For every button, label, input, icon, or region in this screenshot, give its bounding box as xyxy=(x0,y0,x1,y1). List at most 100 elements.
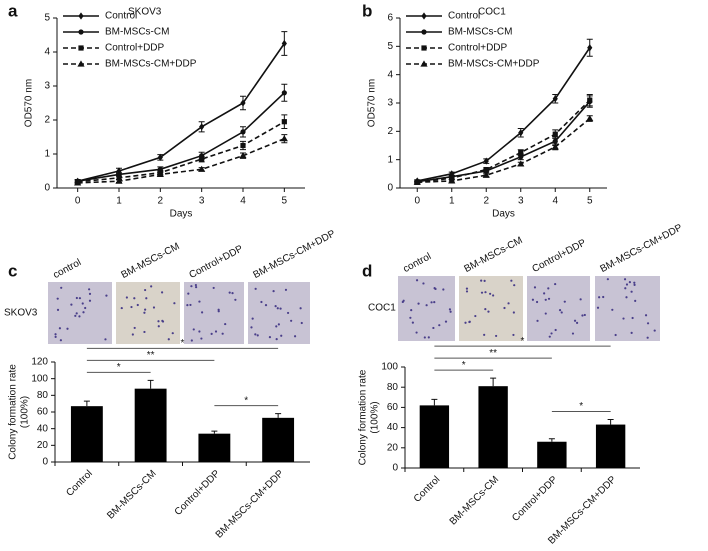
marker xyxy=(156,170,164,177)
image-label: BM-MSCs-CM+DDP xyxy=(598,222,684,275)
cell xyxy=(430,301,433,304)
cell xyxy=(596,306,600,309)
error-bar xyxy=(275,413,282,418)
cell xyxy=(468,320,471,323)
cell xyxy=(489,292,492,295)
cell xyxy=(145,297,148,300)
cell xyxy=(625,283,629,286)
cell xyxy=(630,290,633,293)
marker xyxy=(78,45,84,51)
photo xyxy=(248,282,310,344)
cell xyxy=(631,316,634,320)
marker xyxy=(281,90,287,96)
error-bar xyxy=(431,398,438,406)
y-axis-label: Colony formation rate xyxy=(8,364,19,460)
x-tick-label: 0 xyxy=(75,196,81,207)
y-tick-label: 5 xyxy=(387,41,393,52)
x-tick-label: 2 xyxy=(158,196,164,207)
cell xyxy=(104,338,107,341)
cell xyxy=(548,335,551,338)
cell xyxy=(74,314,77,317)
y-tick-label: 100 xyxy=(31,373,48,384)
cell xyxy=(171,332,174,335)
cell xyxy=(144,288,147,292)
x-tick-label: BM-MSCs-CM xyxy=(448,474,501,527)
marker xyxy=(421,29,427,35)
series-line xyxy=(417,47,591,182)
x-tick-label: BM-MSCs-CM+DDP xyxy=(546,474,619,547)
cell xyxy=(198,300,201,303)
cell xyxy=(293,335,297,338)
y-tick-label: 2 xyxy=(44,115,50,126)
y-tick-label: 6 xyxy=(387,13,393,24)
marker xyxy=(78,29,84,35)
cell xyxy=(417,302,420,305)
marker xyxy=(448,177,456,184)
marker xyxy=(587,97,593,103)
x-tick-label: Control+DDP xyxy=(510,474,560,524)
x-tick-label: BM-MSCs-CM xyxy=(105,468,158,521)
cell xyxy=(495,334,498,338)
cell xyxy=(157,320,160,323)
x-tick-label: 5 xyxy=(587,196,593,207)
cell xyxy=(120,306,123,310)
cell xyxy=(415,331,418,334)
cell xyxy=(474,314,477,318)
y-axis-label: OD570 nm xyxy=(367,79,378,127)
marker xyxy=(115,177,123,184)
cell xyxy=(484,307,487,311)
x-tick-label: Control xyxy=(412,474,443,505)
y-tick-label: 1 xyxy=(387,154,393,165)
cell xyxy=(401,300,404,304)
panel-letter: c xyxy=(8,261,17,280)
cell xyxy=(88,299,92,302)
image-label: BM-MSCs-CM xyxy=(462,235,524,275)
cell xyxy=(633,283,636,286)
y-axis-label: (100%) xyxy=(370,401,381,433)
cell xyxy=(192,328,195,331)
image-label: control xyxy=(51,257,83,281)
marker xyxy=(281,119,287,125)
significance-label: ** xyxy=(489,348,497,359)
series-line xyxy=(77,92,285,182)
cell xyxy=(195,285,198,289)
cell xyxy=(543,292,546,295)
cell xyxy=(427,336,430,339)
cell xyxy=(558,309,562,312)
cell xyxy=(575,321,579,324)
y-tick-label: 0 xyxy=(42,457,48,468)
cell xyxy=(280,334,283,337)
marker xyxy=(281,39,287,48)
marker xyxy=(551,143,559,150)
cell xyxy=(550,332,553,335)
cell xyxy=(256,334,259,337)
y-tick-label: 0 xyxy=(387,183,393,194)
cell xyxy=(547,297,551,300)
series-line xyxy=(77,121,285,183)
photo xyxy=(48,282,112,344)
cell xyxy=(54,335,57,338)
cell xyxy=(622,317,625,320)
series-line xyxy=(417,99,591,184)
cell xyxy=(633,281,636,284)
x-tick-label: 3 xyxy=(199,196,205,207)
cell xyxy=(130,305,133,309)
cell xyxy=(602,295,605,299)
cell xyxy=(276,307,279,310)
cell xyxy=(58,327,62,330)
cell xyxy=(554,328,557,332)
cell xyxy=(512,333,515,337)
cell xyxy=(70,303,73,306)
photo xyxy=(116,282,180,344)
y-tick-label: 60 xyxy=(37,407,49,418)
cell xyxy=(503,306,506,310)
cell xyxy=(214,330,218,333)
y-tick-label: 2 xyxy=(387,126,393,137)
bar xyxy=(537,441,567,468)
cell xyxy=(272,290,275,293)
marker xyxy=(240,142,246,149)
cell xyxy=(465,287,469,290)
image-label: control xyxy=(401,251,433,275)
cell xyxy=(614,333,617,337)
cell xyxy=(228,291,231,294)
